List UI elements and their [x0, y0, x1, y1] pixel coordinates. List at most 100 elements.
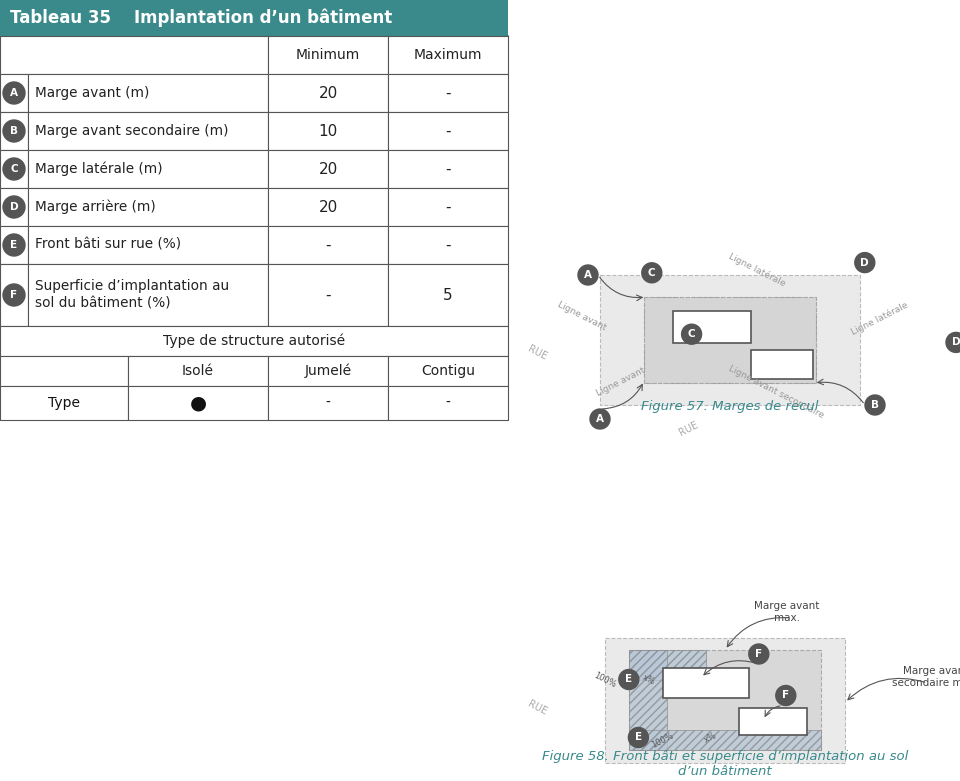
Bar — [0, 36, 508, 420]
Bar — [388, 188, 508, 226]
Text: Ligne latérale: Ligne latérale — [850, 301, 910, 337]
Bar — [0, 326, 508, 356]
Text: Minimum: Minimum — [296, 48, 360, 62]
Bar — [0, 74, 28, 112]
Bar — [0, 112, 28, 150]
Polygon shape — [605, 637, 845, 762]
Polygon shape — [629, 650, 821, 750]
Text: A: A — [10, 88, 18, 98]
Text: C: C — [687, 330, 695, 339]
Bar — [28, 150, 268, 188]
Polygon shape — [644, 297, 816, 383]
Bar — [128, 356, 268, 386]
Circle shape — [578, 265, 598, 285]
Bar — [388, 264, 508, 326]
Text: A: A — [584, 270, 592, 280]
Circle shape — [590, 409, 610, 429]
Text: Figure 58. Front bâti et superficie d’implantation au sol
d’un bâtiment: Figure 58. Front bâti et superficie d’im… — [541, 750, 908, 778]
Text: Type de structure autorisé: Type de structure autorisé — [163, 333, 345, 348]
Text: E: E — [625, 675, 633, 684]
Polygon shape — [673, 312, 751, 343]
Polygon shape — [662, 668, 749, 697]
Bar — [268, 264, 388, 326]
Bar — [28, 264, 268, 326]
Circle shape — [3, 158, 25, 180]
Text: 10: 10 — [319, 123, 338, 138]
Bar — [0, 356, 128, 386]
Bar — [0, 226, 28, 264]
Bar — [128, 386, 268, 420]
Circle shape — [749, 644, 769, 664]
Polygon shape — [629, 650, 667, 750]
Text: Figure 57. Marges de recul: Figure 57. Marges de recul — [641, 400, 819, 413]
Text: F: F — [11, 290, 17, 300]
Text: 20: 20 — [319, 85, 338, 101]
Polygon shape — [629, 650, 706, 680]
Bar — [268, 226, 388, 264]
Text: -: - — [445, 396, 450, 410]
Polygon shape — [600, 275, 860, 405]
Bar — [0, 36, 268, 74]
Text: 100%: 100% — [650, 731, 675, 750]
Text: -: - — [445, 237, 451, 252]
Text: Ligne latérale: Ligne latérale — [727, 251, 786, 288]
Text: F: F — [782, 690, 789, 701]
Bar — [268, 112, 388, 150]
Text: E: E — [11, 240, 17, 250]
Text: Marge avant (m): Marge avant (m) — [35, 86, 150, 100]
Bar — [268, 74, 388, 112]
Circle shape — [776, 686, 796, 705]
Bar — [388, 356, 508, 386]
Circle shape — [854, 252, 875, 273]
Bar — [28, 226, 268, 264]
Bar — [28, 74, 268, 112]
Text: -: - — [325, 287, 331, 302]
Text: Isolé: Isolé — [182, 364, 214, 378]
Bar — [388, 74, 508, 112]
Text: -: - — [325, 237, 331, 252]
Text: RUE: RUE — [527, 698, 549, 716]
Bar — [28, 112, 268, 150]
Text: 5: 5 — [444, 287, 453, 302]
Bar — [0, 188, 28, 226]
Text: x%: x% — [640, 673, 656, 687]
Bar — [0, 264, 28, 326]
Circle shape — [619, 669, 638, 690]
Circle shape — [865, 395, 885, 415]
Bar — [388, 386, 508, 420]
Circle shape — [3, 284, 25, 306]
Text: -: - — [325, 396, 330, 410]
Text: D: D — [860, 258, 869, 268]
Text: -: - — [445, 162, 451, 177]
Circle shape — [629, 727, 648, 747]
Polygon shape — [739, 708, 806, 735]
Text: Maximum: Maximum — [414, 48, 482, 62]
Circle shape — [946, 333, 960, 352]
Bar — [268, 356, 388, 386]
Text: 20: 20 — [319, 162, 338, 177]
Bar — [0, 150, 28, 188]
Bar — [268, 386, 388, 420]
Text: F: F — [756, 649, 762, 659]
Text: 20: 20 — [319, 199, 338, 215]
Bar — [28, 188, 268, 226]
Circle shape — [3, 234, 25, 256]
Text: C: C — [11, 164, 18, 174]
Text: Marge arrière (m): Marge arrière (m) — [35, 200, 156, 214]
Text: D: D — [10, 202, 18, 212]
Text: B: B — [871, 400, 879, 410]
Circle shape — [642, 262, 661, 283]
Text: Superficie d’implantation au
sol du bâtiment (%): Superficie d’implantation au sol du bâti… — [35, 279, 229, 311]
Text: Marge latérale (m): Marge latérale (m) — [35, 162, 162, 177]
Bar — [388, 150, 508, 188]
Text: Type: Type — [48, 396, 80, 410]
Text: D: D — [951, 337, 960, 348]
Text: Marge avant
max.: Marge avant max. — [755, 601, 820, 622]
Text: RUE: RUE — [526, 344, 549, 362]
Bar — [0, 386, 128, 420]
Circle shape — [3, 120, 25, 142]
Polygon shape — [629, 730, 821, 750]
Text: -: - — [445, 85, 451, 101]
Text: Marge avant
secondaire max.: Marge avant secondaire max. — [892, 666, 960, 688]
Text: Ligne avant: Ligne avant — [595, 366, 647, 398]
